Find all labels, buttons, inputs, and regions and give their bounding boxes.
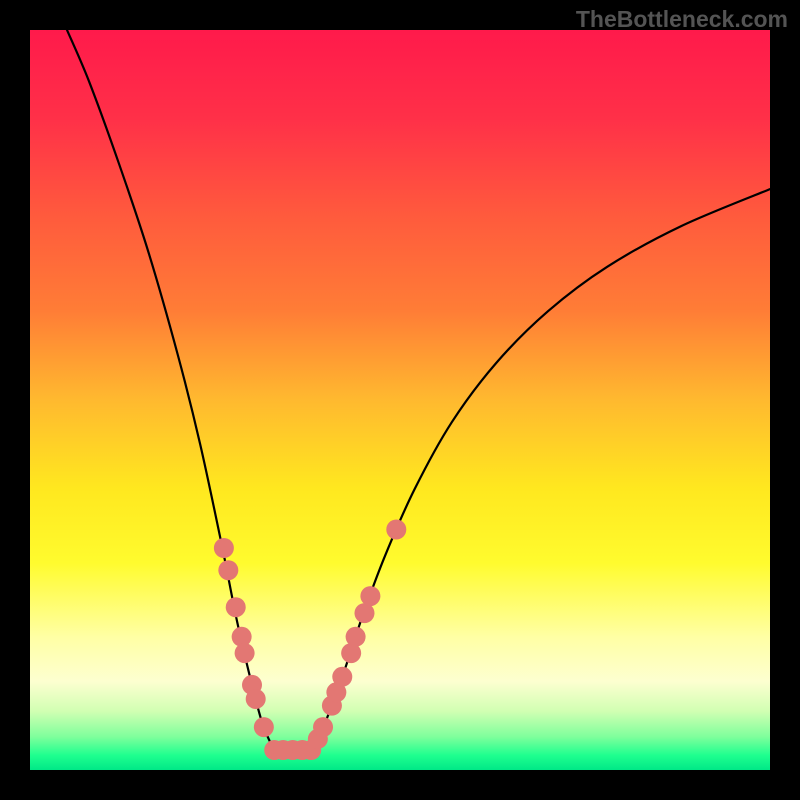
data-marker [332, 667, 352, 687]
watermark-text: TheBottleneck.com [576, 6, 788, 33]
data-marker [360, 586, 380, 606]
data-marker [214, 538, 234, 558]
data-marker [218, 560, 238, 580]
data-marker [346, 627, 366, 647]
chart-canvas: TheBottleneck.com [0, 0, 800, 800]
data-marker [226, 597, 246, 617]
data-marker [235, 643, 255, 663]
data-marker [313, 717, 333, 737]
data-marker [254, 717, 274, 737]
data-marker [354, 603, 374, 623]
bottleneck-chart-svg [0, 0, 800, 800]
data-marker [386, 520, 406, 540]
data-marker [246, 689, 266, 709]
plot-gradient [30, 30, 770, 770]
